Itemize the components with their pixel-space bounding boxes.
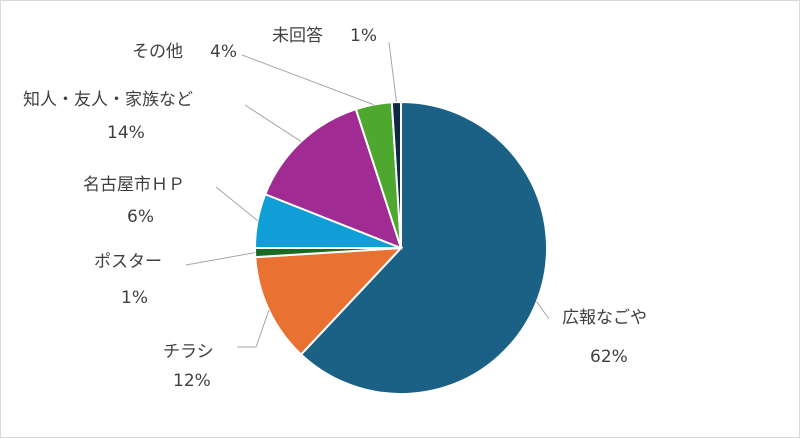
pie-slices — [253, 100, 549, 395]
slice-label-nagoya-hp: 名古屋市ＨＰ — [83, 175, 185, 195]
leader-line-poster — [185, 252, 256, 266]
slice-value-kouhou-nagoya: 62% — [590, 347, 628, 367]
leader-line-other — [241, 54, 374, 106]
leader-lines — [185, 41, 550, 348]
slice-value-other: 4% — [210, 42, 237, 62]
slice-value-nagoya-hp: 6% — [127, 207, 154, 227]
leader-line-kouhou-nagoya — [536, 301, 550, 320]
leader-line-acquaintance — [244, 104, 302, 143]
leader-line-nagoya-hp — [215, 186, 258, 221]
slice-value-chirashi: 12% — [173, 371, 211, 391]
slice-labels: 広報なごや 62% チラシ 12% ポスター 1% 名古屋市ＨＰ 6% 知人・友… — [23, 26, 647, 391]
slice-label-acquaintance: 知人・友人・家族など — [23, 90, 193, 110]
slice-label-other: その他 — [132, 42, 183, 62]
slice-value-poster: 1% — [121, 288, 148, 308]
leader-line-chirashi — [237, 310, 270, 348]
slice-label-chirashi: チラシ — [163, 342, 214, 362]
pie-slice-chirashi — [254, 246, 404, 356]
slice-value-no-answer: 1% — [350, 26, 377, 46]
slice-label-poster: ポスター — [94, 252, 162, 272]
slice-value-acquaintance: 14% — [107, 123, 145, 143]
slice-label-kouhou-nagoya: 広報なごや — [562, 308, 647, 328]
leader-line-no-answer — [388, 41, 397, 103]
slice-label-no-answer: 未回答 — [272, 26, 323, 46]
pie-slice-kouhou-nagoya — [299, 100, 549, 395]
